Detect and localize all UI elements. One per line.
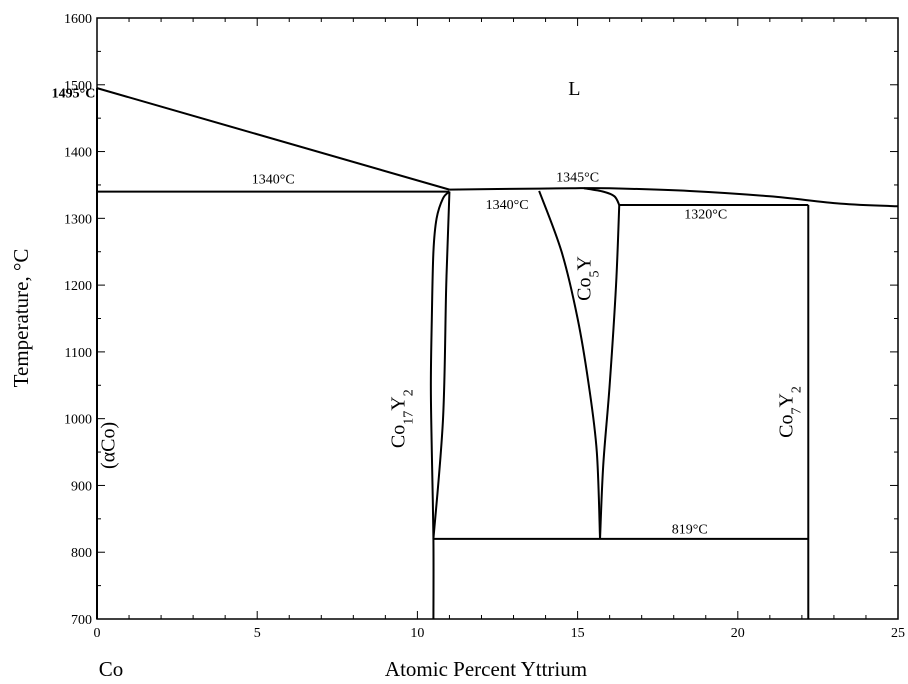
phase-label: Co17Y2 (388, 389, 417, 448)
y-tick-label: 1400 (64, 146, 92, 161)
temperature-annotation: 1320°C (684, 207, 727, 222)
y-tick-label: 1100 (65, 346, 92, 361)
phase-boundaries (96, 87, 899, 620)
phase-boundary-line (429, 190, 451, 620)
phase-label: Co7Y2 (775, 386, 804, 438)
y-axis-title: Temperature, °C (9, 249, 33, 388)
left-element-label: Co (99, 657, 124, 681)
plot-frame (96, 17, 899, 620)
x-tick-label: 25 (891, 626, 905, 641)
y-tick-label: 800 (71, 546, 92, 561)
y-tick-label: 1300 (64, 212, 92, 227)
y-tick-label: 1500 (64, 79, 92, 94)
phase-boundary-line (583, 187, 621, 206)
phase-label: L (568, 78, 580, 100)
phase-boundary-line (449, 187, 899, 208)
phase-boundary-line (538, 190, 602, 539)
y-tick-label: 700 (71, 613, 92, 628)
y-tick-label: 900 (71, 479, 92, 494)
x-tick-label: 10 (410, 626, 424, 641)
x-tick-label: 5 (254, 626, 261, 641)
temperature-annotations: 1495°C 1340°C 1345°C 1340°C 1320°C 819°C (52, 86, 728, 537)
phase-boundary-line (96, 87, 450, 191)
x-axis-title: Atomic Percent Yttrium (385, 657, 587, 681)
phase-boundary-line (432, 191, 451, 539)
temperature-annotation: 1340°C (252, 173, 295, 188)
phase-boundary-line (599, 204, 621, 539)
temperature-annotation: 1345°C (556, 171, 599, 186)
axis-tick-labels: 0 5 10 15 20 25 700 800 900 1000 1100 1200 1300 1400 1… (64, 12, 905, 641)
temperature-annotation: 819°C (672, 523, 708, 538)
y-tick-label: 1600 (64, 12, 92, 27)
temperature-annotation: 1495°C (52, 86, 96, 101)
x-tick-label: 0 (94, 626, 101, 641)
y-tick-label: 1200 (64, 279, 92, 294)
temperature-annotation: 1340°C (486, 198, 529, 213)
axis-ticks (96, 17, 899, 620)
phase-labels: L (αCo) Co17Y2 Co5Y Co7Y2 (98, 78, 804, 469)
phase-label: Co5Y (573, 256, 602, 301)
phase-label: (αCo) (98, 422, 120, 469)
x-tick-label: 20 (731, 626, 745, 641)
x-tick-label: 15 (571, 626, 585, 641)
y-tick-label: 1000 (64, 413, 92, 428)
